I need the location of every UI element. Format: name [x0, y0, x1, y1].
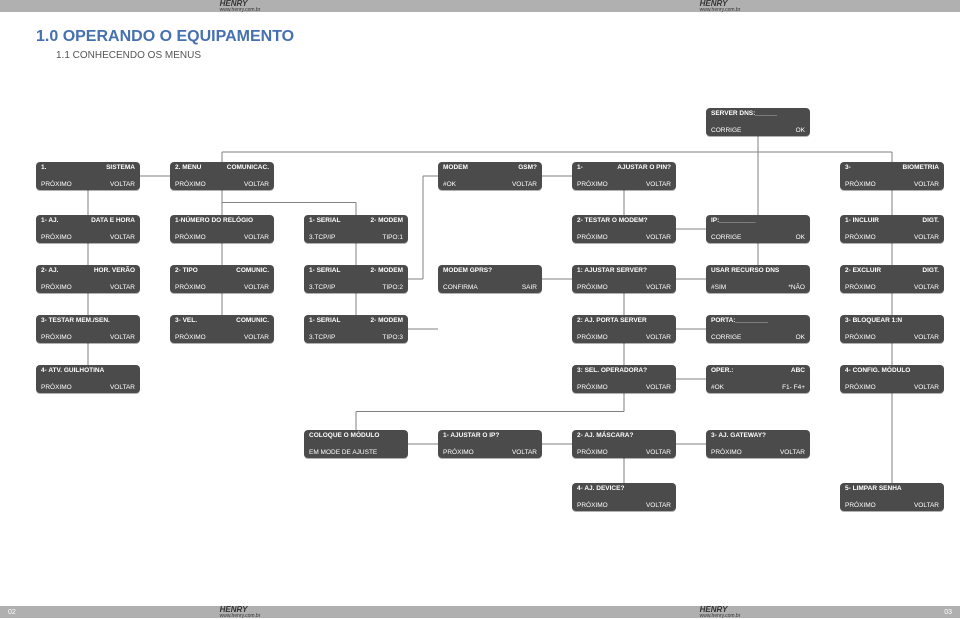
menu-node-tipocom: 2- TIPOCOMUNIC.PRÓXIMOVOLTAR [170, 265, 274, 293]
menu-node-ip: IP:__________CORRIGEOK [706, 215, 810, 243]
logo: HENRYwww.henry.com.br [700, 0, 741, 13]
menu-node-configmod: 4- CONFIG. MÓDULOPRÓXIMOVOLTAR [840, 365, 944, 393]
menu-node-serial2: 1- SERIAL2- MODEM3.TCP/IPTIPO:2 [304, 265, 408, 293]
menu-node-testarmem: 3- TESTAR MEM./SEN.PRÓXIMOVOLTAR [36, 315, 140, 343]
menu-node-ajpin: 1-AJUSTAR O PIN?PRÓXIMOVOLTAR [572, 162, 676, 190]
menu-node-ajserver: 1: AJUSTAR SERVER?PRÓXIMOVOLTAR [572, 265, 676, 293]
page-number-left: 02 [8, 609, 16, 616]
menu-node-datahora: 1- AJ.DATA E HORAPRÓXIMOVOLTAR [36, 215, 140, 243]
logo: HENRYwww.henry.com.br [220, 0, 261, 13]
menu-node-velcom: 3- VEL.COMUNIC.PRÓXIMOVOLTAR [170, 315, 274, 343]
menu-node-bloq: 3- BLOQUEAR 1:NPRÓXIMOVOLTAR [840, 315, 944, 343]
menu-node-seloper: 3: SEL. OPERADORA?PRÓXIMOVOLTAR [572, 365, 676, 393]
menu-node-modemgprs: MODEM GPRS?CONFIRMASAIR [438, 265, 542, 293]
menu-node-ajmascara: 2- AJ. MÁSCARA?PRÓXIMOVOLTAR [572, 430, 676, 458]
logo: HENRYwww.henry.com.br [700, 605, 741, 619]
menu-node-horverao: 2- AJ.HOR. VERÃOPRÓXIMOVOLTAR [36, 265, 140, 293]
menu-node-comunicac: 2. MENUCOMUNICAC.PRÓXIMOVOLTAR [170, 162, 274, 190]
page-subtitle: 1.1 CONHECENDO OS MENUS [56, 50, 201, 61]
menu-node-coloque: COLOQUE O MÓDULOEM MODE DE AJUSTE [304, 430, 408, 458]
menu-node-serverdns: SERVER DNS:______CORRIGEOK [706, 108, 810, 136]
menu-node-biometria: 3-BIOMETRIAPRÓXIMOVOLTAR [840, 162, 944, 190]
menu-node-incluir: 1- INCLUIRDIGT.PRÓXIMOVOLTAR [840, 215, 944, 243]
menu-node-testarmodem: 2- TESTAR O MODEM?PRÓXIMOVOLTAR [572, 215, 676, 243]
menu-node-usardns: USAR RECURSO DNS#SIM*NÃO [706, 265, 810, 293]
page-number-right: 03 [944, 609, 952, 616]
menu-node-oper: OPER.:ABC#OKF1- F4+ [706, 365, 810, 393]
footer-bar: HENRYwww.henry.com.br HENRYwww.henry.com… [0, 606, 960, 618]
menu-node-portasrv: 2: AJ. PORTA SERVERPRÓXIMOVOLTAR [572, 315, 676, 343]
menu-node-modemgsm: MODEMGSM?#OKVOLTAR [438, 162, 542, 190]
menu-node-serial1: 1- SERIAL2- MODEM3.TCP/IPTIPO:1 [304, 215, 408, 243]
menu-node-ajip: 1- AJUSTAR O IP?PRÓXIMOVOLTAR [438, 430, 542, 458]
logo: HENRYwww.henry.com.br [220, 605, 261, 619]
menu-node-sistema: 1.SISTEMAPRÓXIMOVOLTAR [36, 162, 140, 190]
header-bar: HENRYwww.henry.com.br HENRYwww.henry.com… [0, 0, 960, 12]
page-title: 1.0 OPERANDO O EQUIPAMENTO [36, 28, 294, 46]
menu-node-numrel: 1-NÚMERO DO RELÓGIOPRÓXIMOVOLTAR [170, 215, 274, 243]
menu-node-ajgateway: 3- AJ. GATEWAY?PRÓXIMOVOLTAR [706, 430, 810, 458]
diagram-canvas: SERVER DNS:______CORRIGEOK 1.SISTEMAPRÓXI… [0, 70, 960, 598]
menu-node-serial3: 1- SERIAL2- MODEM3.TCP/IPTIPO:3 [304, 315, 408, 343]
menu-node-ajdevice: 4- AJ. DEVICE?PRÓXIMOVOLTAR [572, 483, 676, 511]
menu-node-porta: PORTA:_________CORRIGEOK [706, 315, 810, 343]
menu-node-limpsenha: 5- LIMPAR SENHAPRÓXIMOVOLTAR [840, 483, 944, 511]
menu-node-guilhotina: 4- ATV. GUILHOTINAPRÓXIMOVOLTAR [36, 365, 140, 393]
menu-node-excluir: 2- EXCLUIRDIGT.PRÓXIMOVOLTAR [840, 265, 944, 293]
